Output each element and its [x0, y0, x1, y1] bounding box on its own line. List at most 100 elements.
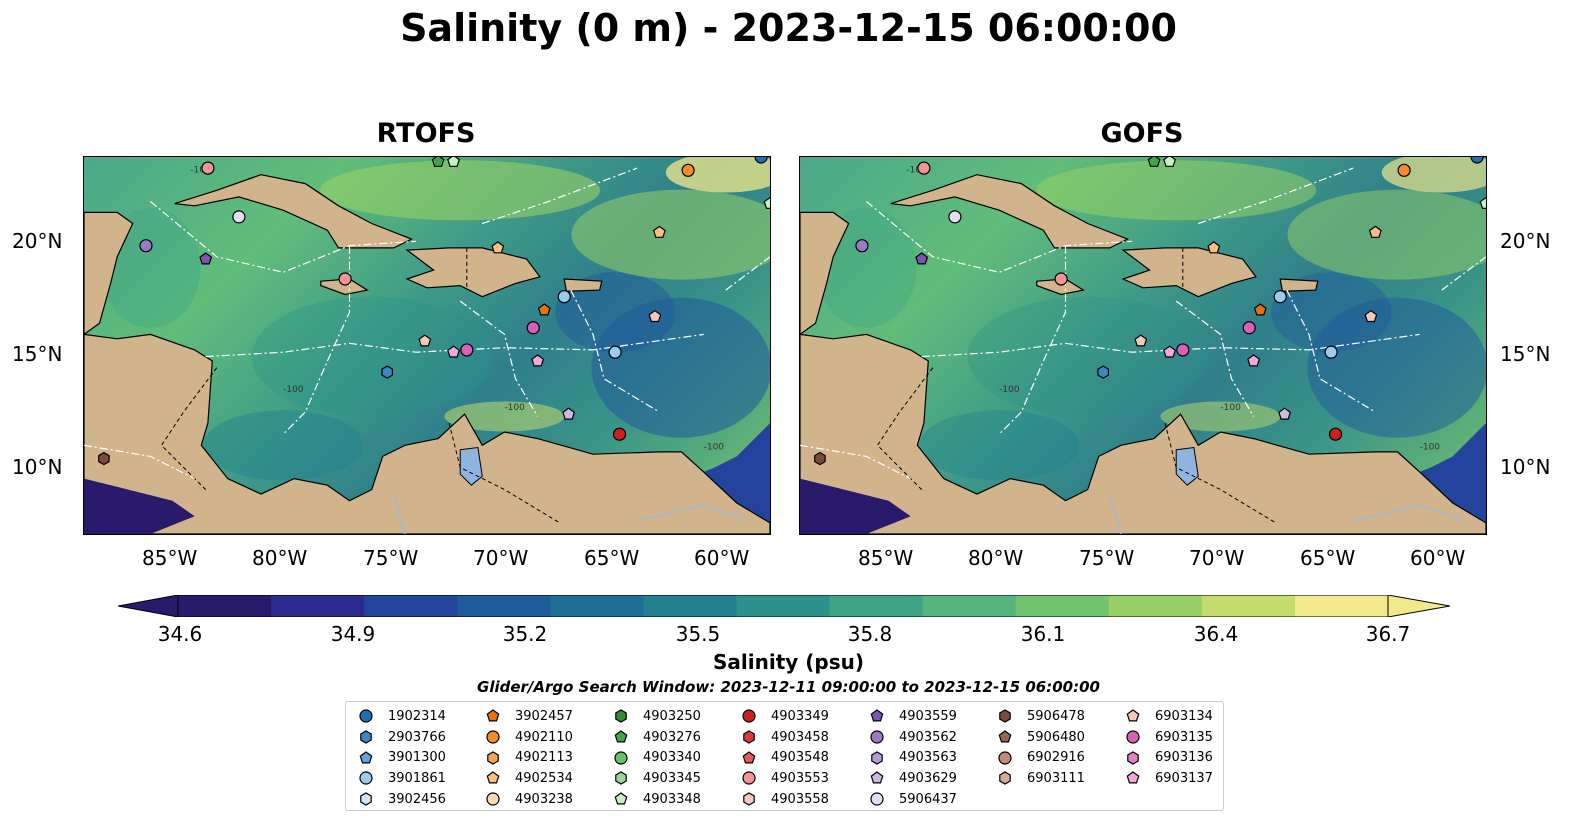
- float-marker: [1324, 345, 1338, 359]
- legend-item: 4903250: [613, 706, 701, 727]
- river: [1109, 493, 1122, 534]
- colorbar-segment: [364, 595, 458, 617]
- colorbar-segment: [736, 595, 831, 617]
- contour-label: -100: [190, 166, 211, 176]
- orinoco-plume: [1419, 423, 1486, 523]
- map-rtofs-canvas: -100 -1000 -100 -100 -100: [84, 157, 770, 534]
- pentagon-marker-icon: [870, 709, 884, 722]
- legend-item: 6903134: [1125, 706, 1213, 727]
- legend-marker: [743, 730, 755, 744]
- hexagon-marker-icon: [360, 792, 372, 806]
- eez-boundary: [725, 256, 770, 291]
- legend-label: 4903629: [899, 770, 957, 786]
- colorbar-svg: [117, 594, 1451, 618]
- legend-marker: [870, 771, 884, 784]
- legend-marker: [742, 771, 756, 786]
- pentagon-marker-icon: [742, 750, 756, 764]
- legend-item: 4903548: [741, 747, 829, 768]
- legend-label: 6903135: [1155, 729, 1213, 745]
- lon-tick-label: 80°W: [968, 546, 1024, 570]
- legend-marker: [870, 792, 884, 806]
- hexagon-marker-icon: [615, 709, 627, 724]
- float-marker: [98, 451, 110, 466]
- legend-column: 4903559 4903562 4903563 4903629 5906437: [869, 706, 957, 809]
- float-marker: [1479, 196, 1486, 210]
- map-gofs: -100 -1000 -100 -100 -100: [799, 156, 1487, 535]
- float-marker: [1134, 334, 1148, 347]
- colorbar-tick-label: 34.9: [330, 622, 376, 646]
- river: [393, 493, 406, 534]
- legend-label: 4903250: [643, 708, 701, 724]
- contour-label: -100: [504, 403, 525, 413]
- float-marker: [855, 239, 869, 253]
- panel-title-rtofs: RTOFS: [376, 118, 476, 149]
- border: [876, 367, 934, 490]
- float-marker: [652, 225, 666, 238]
- legend-label: 4903553: [771, 770, 829, 786]
- legend-item: 4903562: [869, 727, 957, 748]
- colorbar-segment: [457, 595, 551, 617]
- colorbar-segment: [178, 595, 272, 617]
- lon-tick-label: 85°W: [858, 546, 914, 570]
- float-marker: [681, 163, 695, 177]
- legend-item: 1902314: [358, 706, 446, 727]
- float-marker: [1364, 309, 1378, 323]
- circle-marker-icon: [359, 709, 373, 723]
- legend-marker: [614, 792, 628, 805]
- legend-marker: [999, 709, 1011, 724]
- float-marker: [1328, 427, 1343, 441]
- legend-item: 6903136: [1125, 747, 1213, 768]
- colorbar-tick-label: 36.7: [1365, 622, 1411, 646]
- land-hispaniola: [1121, 247, 1257, 298]
- salinity-field: [1160, 401, 1281, 432]
- contour-label: -100: [999, 385, 1020, 395]
- hexagon-marker-icon: [743, 730, 755, 744]
- legend-column: 4903349 4903458 4903548 4903553 4903558: [741, 706, 829, 809]
- eez-boundary: [921, 333, 1420, 358]
- circle-marker-icon: [614, 751, 628, 765]
- salinity-field: [665, 157, 770, 193]
- salinity-field: [967, 296, 1208, 417]
- legend-label: 3902457: [515, 708, 573, 724]
- pentagon-marker-icon: [359, 750, 373, 764]
- eez-boundary: [84, 444, 195, 480]
- circle-marker-icon: [870, 792, 884, 806]
- lon-tick-label: 60°W: [1410, 546, 1466, 570]
- legend-item: 3902456: [358, 789, 446, 810]
- legend-marker: [870, 709, 884, 722]
- salinity-field: [571, 189, 770, 280]
- legend-label: 4902534: [515, 770, 573, 786]
- land-yucatan: [800, 211, 850, 336]
- eez-boundary: [459, 300, 539, 417]
- colorbar-tick-label: 34.6: [157, 622, 203, 646]
- legend-label: 4903562: [899, 729, 957, 745]
- eez-boundary: [1441, 256, 1486, 291]
- contour-label: -1000: [1371, 157, 1397, 158]
- legend-item: 4903559: [869, 706, 957, 727]
- contour-label: -100: [1420, 443, 1441, 453]
- float-marker: [1163, 157, 1177, 167]
- figure-title: Salinity (0 m) - 2023-12-15 06:00:00: [400, 6, 1177, 50]
- colorbar-tick-label: 36.1: [1020, 622, 1066, 646]
- hexagon-marker-icon: [999, 709, 1011, 724]
- float-marker: [1247, 354, 1261, 367]
- legend-column: 1902314 2903766 3901300 3901861 3902456: [358, 706, 446, 809]
- legend-item: 4903558: [741, 789, 829, 810]
- float-marker: [948, 210, 962, 224]
- circle-marker-icon: [1126, 730, 1140, 744]
- colorbar-tick-label: 35.8: [847, 622, 893, 646]
- contour-label: -100: [1220, 403, 1241, 413]
- salinity-field: [555, 272, 676, 353]
- salinity-field: [1271, 272, 1392, 353]
- legend-item: 3901300: [358, 747, 446, 768]
- legend-label: 4903238: [515, 791, 573, 807]
- legend-label: 4902110: [515, 729, 573, 745]
- legend-marker: [486, 771, 500, 784]
- colorbar-segment: [922, 595, 1017, 617]
- float-marker: [418, 334, 432, 347]
- legend-label: 6903137: [1155, 770, 1213, 786]
- lat-tick-label: 20°N: [1500, 229, 1551, 253]
- salinity-field: [1381, 157, 1486, 193]
- legend-item: 4902110: [485, 727, 573, 748]
- contour-label: -1000: [655, 157, 681, 158]
